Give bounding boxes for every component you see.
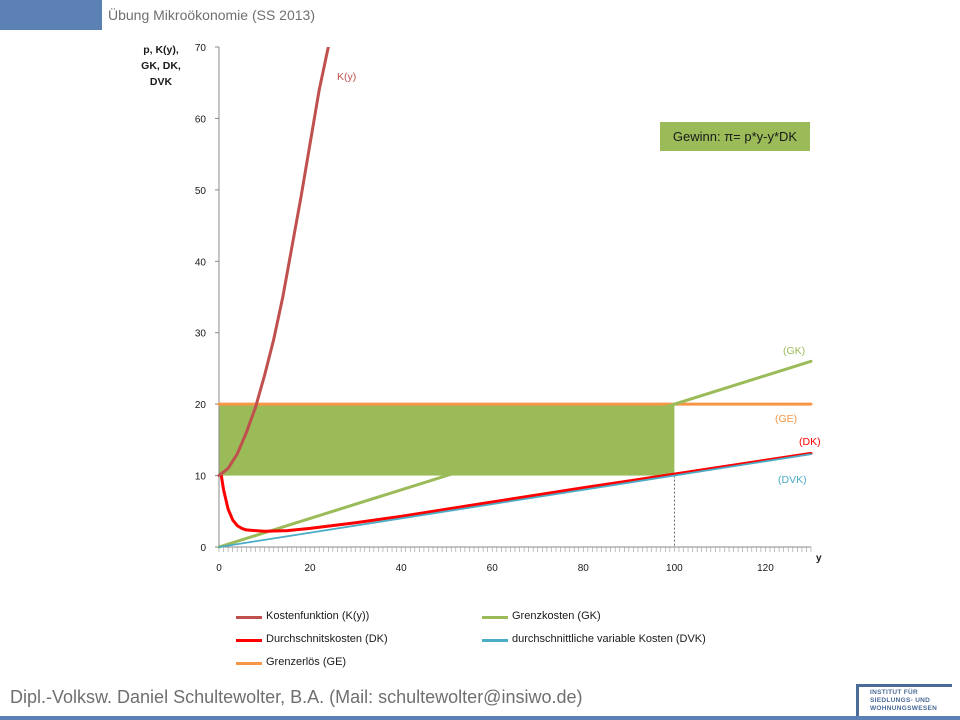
legend-label-ge: Grenzerlös (GE) [266, 656, 347, 668]
y-axis-label-line-1: p, K(y), [143, 44, 179, 56]
y-tick-label: 0 [200, 543, 206, 554]
x-axis-label: y [816, 553, 822, 564]
footer-accent-rule [0, 716, 960, 720]
y-tick-label: 50 [195, 186, 207, 197]
legend-swatch-k [236, 616, 262, 619]
legend-label-dvk: durchschnittliche variable Kosten (DVK) [512, 633, 706, 645]
institute-logo-icon: INSTITUT FÜR SIEDLUNGS- UND WOHNUNGSWESE… [856, 684, 952, 716]
legend-label-dk: Durchschnitskosten (DK) [266, 633, 388, 645]
legend-swatch-ge [236, 662, 262, 665]
legend-label-gk: Grenzkosten (GK) [512, 610, 601, 622]
series-label-dvk: (DVK) [778, 474, 807, 486]
y-axis-label-line-3: DVK [149, 76, 173, 88]
series-line-dk [219, 451, 813, 533]
x-tick-label: 100 [666, 563, 683, 574]
y-axis-label-line-2: GK, DK, [141, 60, 181, 72]
course-title: Übung Mikroökonomie (SS 2013) [108, 7, 315, 23]
series-label-gk: (GK) [783, 345, 806, 357]
series-line-gk [217, 359, 813, 549]
x-tick-label: 20 [305, 563, 317, 574]
logo-text: INSTITUT FÜR SIEDLUNGS- UND WOHNUNGSWESE… [870, 689, 937, 713]
legend-label-k: Kostenfunktion (K(y)) [266, 610, 370, 622]
legend-swatch-gk [482, 616, 508, 619]
legend-swatch-dvk [482, 639, 508, 642]
series-label-k: K(y) [337, 71, 357, 83]
logo-line-1: INSTITUT FÜR [870, 689, 919, 696]
series-line-dvk [218, 453, 812, 548]
legend-swatch-dk [236, 639, 262, 642]
y-axis-label: p, K(y), GK, DK, DVK [122, 42, 200, 90]
x-tick-label: 80 [578, 563, 590, 574]
series-line-k [217, 47, 330, 478]
profit-area [219, 404, 675, 476]
y-tick-label: 70 [195, 43, 207, 54]
logo-line-2: SIEDLUNGS- UND [870, 697, 931, 704]
logo-line-3: WOHNUNGSWESEN [870, 705, 938, 712]
y-tick-label: 30 [195, 329, 207, 340]
footer-author: Dipl.-Volksw. Daniel Schultewolter, B.A.… [10, 687, 583, 707]
y-tick-label: 20 [195, 400, 207, 411]
logo-side-rule [856, 684, 859, 716]
profit-formula-box: Gewinn: π= p*y-y*DK [660, 122, 810, 151]
x-tick-label: 0 [216, 563, 222, 574]
y-tick-label: 10 [195, 472, 207, 483]
x-tick-label: 120 [757, 563, 774, 574]
x-tick-label: 40 [396, 563, 408, 574]
logo-top-rule [856, 684, 952, 687]
series-label-dk: (DK) [799, 436, 821, 448]
y-tick-label: 60 [195, 114, 207, 125]
x-tick-label: 60 [487, 563, 499, 574]
series-label-ge: (GE) [775, 413, 798, 425]
header-accent-bar [0, 0, 102, 30]
y-tick-label: 40 [195, 257, 207, 268]
